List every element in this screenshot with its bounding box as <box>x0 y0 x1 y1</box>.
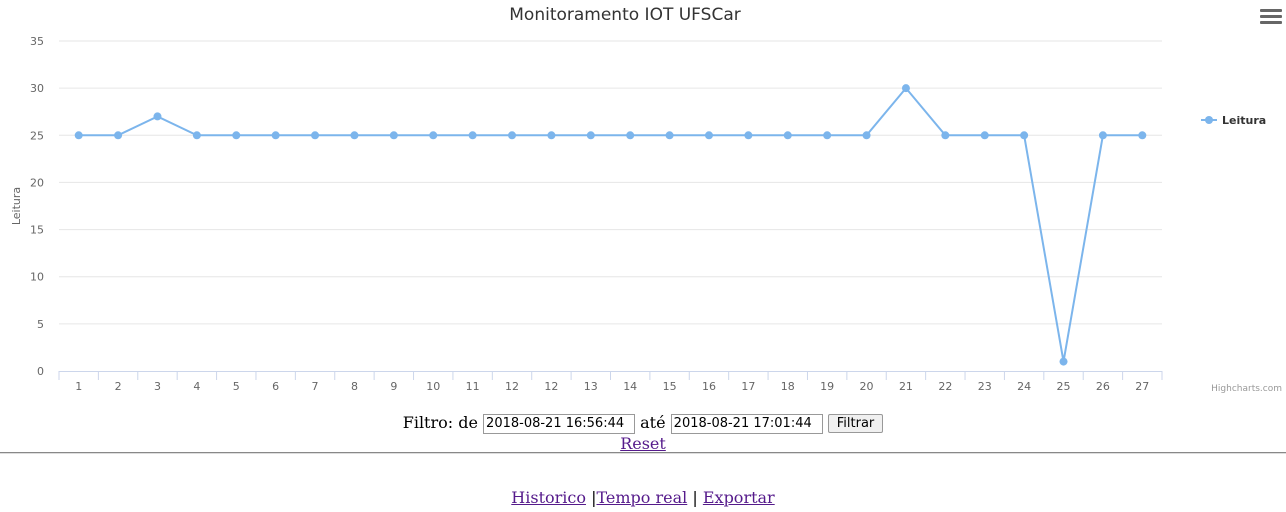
x-tick-label: 23 <box>978 380 992 393</box>
x-tick-label: 15 <box>663 380 677 393</box>
x-tick-label: 1 <box>75 380 82 393</box>
data-point <box>586 131 595 140</box>
data-point <box>626 131 635 140</box>
filter-row: Filtro: de até Filtrar <box>0 413 1286 434</box>
x-tick-label: 4 <box>193 380 200 393</box>
data-point <box>74 131 83 140</box>
data-point <box>429 131 438 140</box>
filter-to-label: até <box>640 413 666 432</box>
filter-button[interactable]: Filtrar <box>827 414 884 433</box>
credits-text: Highcharts.com <box>1211 384 1282 394</box>
reset-row: Reset <box>0 434 1286 453</box>
x-tick-label: 5 <box>233 380 240 393</box>
y-tick-label: 10 <box>30 271 44 284</box>
x-tick-label: 22 <box>938 380 952 393</box>
nav-separator: | <box>692 488 698 507</box>
y-tick-label: 25 <box>30 129 44 142</box>
historico-link[interactable]: Historico <box>511 488 586 507</box>
x-tick-label: 14 <box>623 380 637 393</box>
y-tick-label: 30 <box>30 82 44 95</box>
data-point <box>547 131 556 140</box>
to-date-input[interactable] <box>670 413 823 434</box>
chart-title: Monitoramento IOT UFSCar <box>509 5 740 25</box>
data-point <box>468 131 477 140</box>
x-tick-label: 6 <box>272 380 279 393</box>
data-point <box>862 131 871 140</box>
data-point <box>783 131 792 140</box>
data-point <box>665 131 674 140</box>
y-tick-label: 5 <box>37 318 44 331</box>
data-point <box>114 131 123 140</box>
x-tick-label: 26 <box>1096 380 1110 393</box>
data-point <box>1138 131 1147 140</box>
data-point <box>232 131 241 140</box>
nav-separator: | <box>591 488 597 507</box>
data-point <box>1098 131 1107 140</box>
x-tick-label: 25 <box>1057 380 1071 393</box>
data-point <box>350 131 359 140</box>
data-point <box>389 131 398 140</box>
footer-nav: Historico |Tempo real | Exportar <box>0 488 1286 507</box>
x-tick-label: 20 <box>860 380 874 393</box>
x-tick-label: 24 <box>1017 380 1031 393</box>
legend-marker <box>1205 116 1213 124</box>
exportar-link[interactable]: Exportar <box>702 488 775 507</box>
line-chart: Monitoramento IOT UFSCar05101520253035Le… <box>10 5 1282 394</box>
divider <box>0 452 1286 454</box>
data-point <box>311 131 320 140</box>
y-axis-label: Leitura <box>10 187 23 225</box>
x-tick-label: 13 <box>584 380 598 393</box>
chart-menu-icon[interactable] <box>1260 9 1282 27</box>
tempo-real-link[interactable]: Tempo real <box>596 488 688 507</box>
filter-from-label: Filtro: de <box>402 413 478 432</box>
reset-link[interactable]: Reset <box>620 434 666 453</box>
x-tick-label: 9 <box>390 380 397 393</box>
data-point <box>823 131 832 140</box>
data-point <box>192 131 201 140</box>
data-point <box>271 131 280 140</box>
x-tick-label: 7 <box>312 380 319 393</box>
data-point <box>508 131 517 140</box>
y-tick-label: 0 <box>37 365 44 378</box>
data-point <box>744 131 753 140</box>
x-tick-label: 2 <box>115 380 122 393</box>
data-point <box>153 112 162 121</box>
x-tick-label: 16 <box>702 380 716 393</box>
x-tick-label: 3 <box>154 380 161 393</box>
chart-container: Monitoramento IOT UFSCar 0 5 10 15 20 25 30 35 Le… <box>10 5 1282 394</box>
x-tick-label: 11 <box>466 380 480 393</box>
legend-label: Leitura <box>1222 114 1266 127</box>
x-tick-label: 10 <box>426 380 440 393</box>
x-tick-label: 21 <box>899 380 913 393</box>
from-date-input[interactable] <box>483 413 636 434</box>
data-point <box>1020 131 1029 140</box>
x-tick-label: 18 <box>781 380 795 393</box>
x-tick-label: 19 <box>820 380 834 393</box>
data-point <box>980 131 989 140</box>
data-point <box>1059 357 1068 366</box>
x-tick-label: 12 <box>505 380 519 393</box>
data-point <box>941 131 950 140</box>
data-point <box>704 131 713 140</box>
series-line <box>78 86 1143 362</box>
y-tick-label: 15 <box>30 224 44 237</box>
y-tick-label: 35 <box>30 35 44 48</box>
y-tick-label: 20 <box>30 176 44 189</box>
x-tick-label: 17 <box>741 380 755 393</box>
x-tick-label: 8 <box>351 380 358 393</box>
data-point <box>901 84 910 93</box>
x-tick-label: 12 <box>544 380 558 393</box>
x-tick-label: 27 <box>1135 380 1149 393</box>
